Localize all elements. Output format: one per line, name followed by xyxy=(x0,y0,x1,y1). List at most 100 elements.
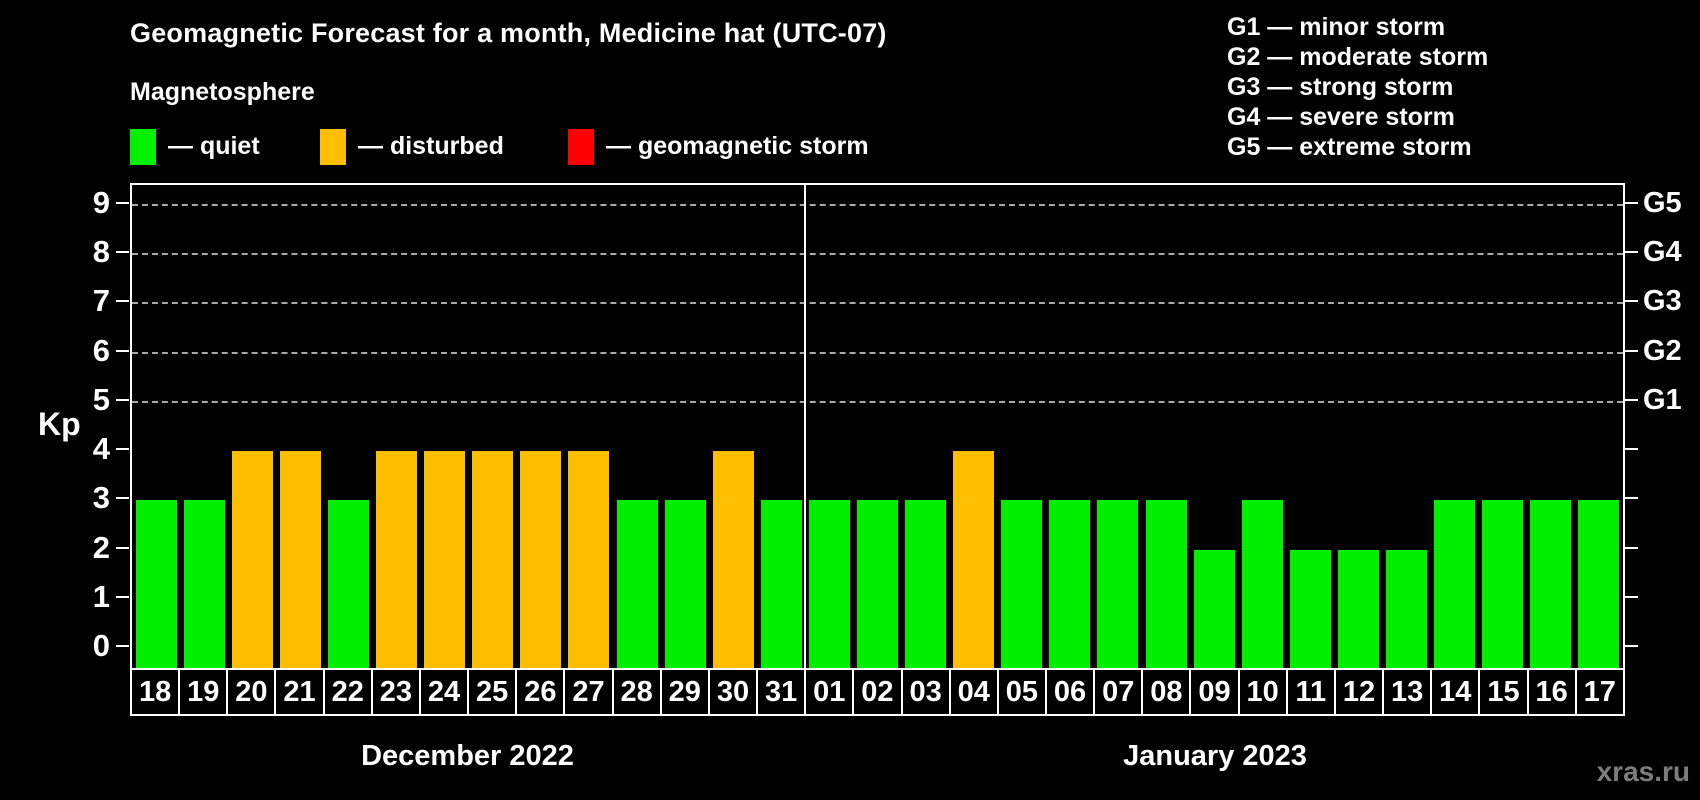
right-tick-kp-4 xyxy=(1625,448,1638,451)
storm-scale-g3: G3 — strong storm xyxy=(1227,73,1454,101)
y-tick-label-6: 6 xyxy=(92,332,110,368)
gridline-kp-9 xyxy=(132,203,1623,206)
kp-bar-january-03 xyxy=(905,500,947,668)
date-cell-january-06: 06 xyxy=(1044,670,1093,714)
date-cell-december-31: 31 xyxy=(756,670,804,714)
storm-scale-g5: G5 — extreme storm xyxy=(1227,133,1472,161)
quiet-label: — quiet xyxy=(168,132,260,160)
left-tick-kp-4 xyxy=(116,448,129,451)
kp-bar-january-07 xyxy=(1097,500,1139,668)
kp-bar-january-02 xyxy=(857,500,898,668)
kp-bar-december-26 xyxy=(520,451,562,668)
storm-scale-g4: G4 — severe storm xyxy=(1227,103,1455,131)
kp-bar-january-11 xyxy=(1289,549,1331,668)
right-axis-label-g3: G3 xyxy=(1643,285,1682,318)
left-tick-kp-2 xyxy=(116,546,129,549)
date-cell-january-01: 01 xyxy=(804,670,852,714)
right-tick-kp-0 xyxy=(1625,645,1638,648)
storm-swatch xyxy=(568,128,594,165)
right-tick-kp-5 xyxy=(1625,398,1638,401)
kp-bar-january-05 xyxy=(1001,500,1043,668)
month-label-january: January 2023 xyxy=(1123,740,1307,772)
date-cell-december-27: 27 xyxy=(563,670,611,714)
storm-scale-legend: G1 — minor storm G2 — moderate storm G3 … xyxy=(1227,12,1488,162)
date-cell-january-13: 13 xyxy=(1382,670,1430,714)
right-axis-label-g2: G2 xyxy=(1643,334,1682,367)
magnetosphere-label: Magnetosphere xyxy=(130,78,315,106)
date-cell-december-24: 24 xyxy=(418,670,467,714)
y-axis-title: Kp xyxy=(38,405,81,442)
right-axis-label-g1: G1 xyxy=(1643,383,1682,416)
y-tick-label-9: 9 xyxy=(92,184,110,220)
date-cell-january-08: 08 xyxy=(1141,670,1189,714)
kp-bar-january-01 xyxy=(808,500,850,668)
right-tick-kp-2 xyxy=(1625,546,1638,549)
month-label-december: December 2022 xyxy=(361,740,574,772)
date-cell-january-16: 16 xyxy=(1526,670,1575,714)
kp-bar-december-28 xyxy=(616,500,658,668)
kp-bar-january-13 xyxy=(1386,549,1428,668)
y-tick-label-0: 0 xyxy=(92,628,110,664)
kp-bar-december-21 xyxy=(279,451,321,668)
date-cell-december-29: 29 xyxy=(659,670,708,714)
left-tick-kp-1 xyxy=(116,596,129,598)
left-tick-kp-5 xyxy=(116,398,129,401)
kp-bar-january-08 xyxy=(1145,500,1187,668)
y-tick-label-7: 7 xyxy=(92,283,110,319)
storm-scale-g1: G1 — minor storm xyxy=(1227,13,1446,41)
date-cell-january-11: 11 xyxy=(1285,670,1334,714)
right-axis-label-g5: G5 xyxy=(1643,186,1682,219)
storm-label: — geomagnetic storm xyxy=(606,132,869,160)
kp-bar-december-24 xyxy=(424,451,466,668)
date-cell-december-19: 19 xyxy=(178,670,226,714)
left-tick-kp-7 xyxy=(116,300,129,303)
right-tick-kp-3 xyxy=(1625,497,1638,500)
kp-bar-january-04 xyxy=(953,451,995,668)
date-cell-january-03: 03 xyxy=(900,670,949,714)
gridline-kp-7 xyxy=(132,302,1623,305)
date-cell-december-30: 30 xyxy=(707,670,756,714)
date-cell-january-14: 14 xyxy=(1430,670,1478,714)
disturbed-swatch xyxy=(320,128,346,165)
date-cell-december-22: 22 xyxy=(322,670,371,714)
kp-bar-january-09 xyxy=(1193,549,1235,668)
kp-bar-january-12 xyxy=(1337,549,1379,668)
kp-bar-january-15 xyxy=(1482,500,1524,668)
date-cell-january-10: 10 xyxy=(1237,670,1286,714)
left-tick-kp-9 xyxy=(116,201,129,204)
date-cell-january-17: 17 xyxy=(1574,670,1623,714)
kp-bar-december-20 xyxy=(231,451,273,668)
kp-bar-december-19 xyxy=(183,500,225,668)
date-cell-december-25: 25 xyxy=(467,670,515,714)
disturbed-label: — disturbed xyxy=(358,132,504,160)
legend-item-disturbed: — disturbed xyxy=(320,128,504,165)
quiet-swatch xyxy=(130,128,156,165)
date-cell-january-07: 07 xyxy=(1093,670,1141,714)
y-tick-label-2: 2 xyxy=(92,529,110,565)
kp-bar-january-17 xyxy=(1578,500,1620,668)
kp-bar-january-16 xyxy=(1530,500,1572,668)
y-tick-label-3: 3 xyxy=(92,480,110,516)
right-tick-kp-9 xyxy=(1625,201,1638,204)
right-axis-label-g4: G4 xyxy=(1643,236,1682,268)
plot-area xyxy=(130,183,1625,668)
date-cell-december-23: 23 xyxy=(370,670,419,714)
date-cell-december-28: 28 xyxy=(611,670,660,714)
date-cell-december-21: 21 xyxy=(274,670,322,714)
date-cell-january-04: 04 xyxy=(948,670,997,714)
kp-bar-january-06 xyxy=(1049,500,1091,668)
date-cell-january-02: 02 xyxy=(852,670,900,714)
month-separator-line xyxy=(804,185,807,668)
kp-bar-december-23 xyxy=(376,451,418,668)
right-tick-kp-7 xyxy=(1625,300,1638,303)
kp-bar-january-14 xyxy=(1434,500,1476,668)
kp-bar-december-22 xyxy=(327,500,369,668)
date-axis-row: 18 19 20 21 22 23 24 25 26 27 28 29 30 31 01 02 03 04 05 06… xyxy=(130,668,1625,716)
y-tick-label-1: 1 xyxy=(92,579,110,614)
right-tick-kp-8 xyxy=(1625,251,1638,253)
left-tick-kp-6 xyxy=(116,349,129,352)
kp-bar-december-18 xyxy=(135,500,177,668)
legend-item-quiet: — quiet xyxy=(130,128,260,165)
y-tick-label-8: 8 xyxy=(92,234,110,269)
